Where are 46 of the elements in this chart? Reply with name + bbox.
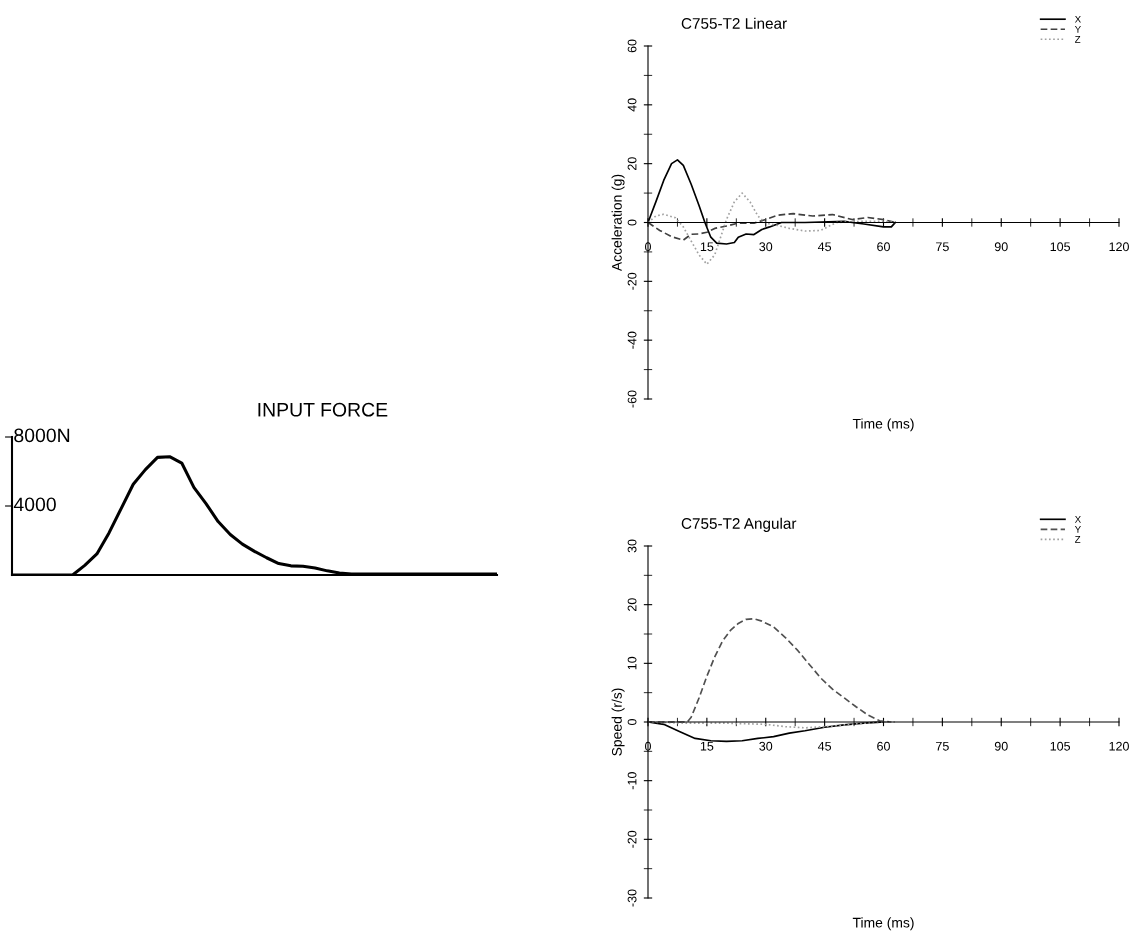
x-tick-label: 60 [877, 741, 890, 751]
y-tick-label: -20 [627, 830, 637, 848]
x-tick-label: 120 [1109, 741, 1129, 751]
x-tick-label: 45 [817, 741, 832, 751]
x-tick-label: 105 [1050, 741, 1071, 751]
legend-label: Z [1074, 536, 1081, 543]
y-tick-label: -10 [627, 772, 637, 790]
x-tick-label: 30 [759, 242, 773, 252]
y-tick-label: 0 [627, 719, 637, 725]
legend-label: Y [1074, 526, 1081, 533]
y-tick-label: 30 [627, 539, 637, 553]
y-tick-label: -60 [627, 390, 637, 408]
x-tick-label: 60 [877, 242, 890, 252]
chart-title: C755-T2 Linear [681, 17, 787, 29]
x-tick-label: 75 [936, 741, 949, 751]
legend-label: X [1074, 15, 1081, 23]
chart-title: INPUT FORCE [258, 402, 388, 417]
y-tick-label: 20 [627, 598, 637, 611]
y-tick-label: 60 [627, 39, 637, 53]
chart-title: C755-T2 Angular [681, 517, 797, 532]
x-tick-label: 30 [759, 741, 773, 751]
x-axis-title: Time (ms) [852, 418, 914, 432]
x-tick-label: 45 [817, 242, 832, 252]
y-tick-label: 20 [627, 157, 637, 170]
y-tick-label: 4000 [13, 497, 56, 512]
x-axis-title: Time (ms) [852, 917, 914, 931]
line-series [648, 212, 897, 241]
y-tick-label: 10 [627, 656, 637, 670]
legend-label: Z [1074, 35, 1081, 43]
x-tick-label: 90 [994, 741, 1008, 751]
x-tick-label: 120 [1109, 242, 1129, 252]
y-axis-title: Acceleration (g) [611, 174, 625, 272]
y-tick-label: 0 [627, 219, 637, 226]
y-tick-label: 40 [627, 98, 637, 112]
y-tick-label: -20 [627, 272, 637, 290]
y-tick-label: 8000N [14, 428, 70, 443]
y-tick-label: -30 [627, 889, 637, 907]
y-tick-label: -40 [627, 331, 637, 349]
x-tick-label: 15 [700, 242, 714, 252]
x-tick-label: 75 [936, 242, 949, 252]
x-tick-label: 105 [1050, 242, 1071, 252]
legend-label: X [1074, 516, 1081, 523]
x-tick-label: 15 [700, 741, 714, 751]
y-axis-title: Speed (r/s) [611, 688, 625, 756]
x-tick-label: 90 [994, 242, 1008, 252]
legend-label: Y [1074, 25, 1081, 33]
